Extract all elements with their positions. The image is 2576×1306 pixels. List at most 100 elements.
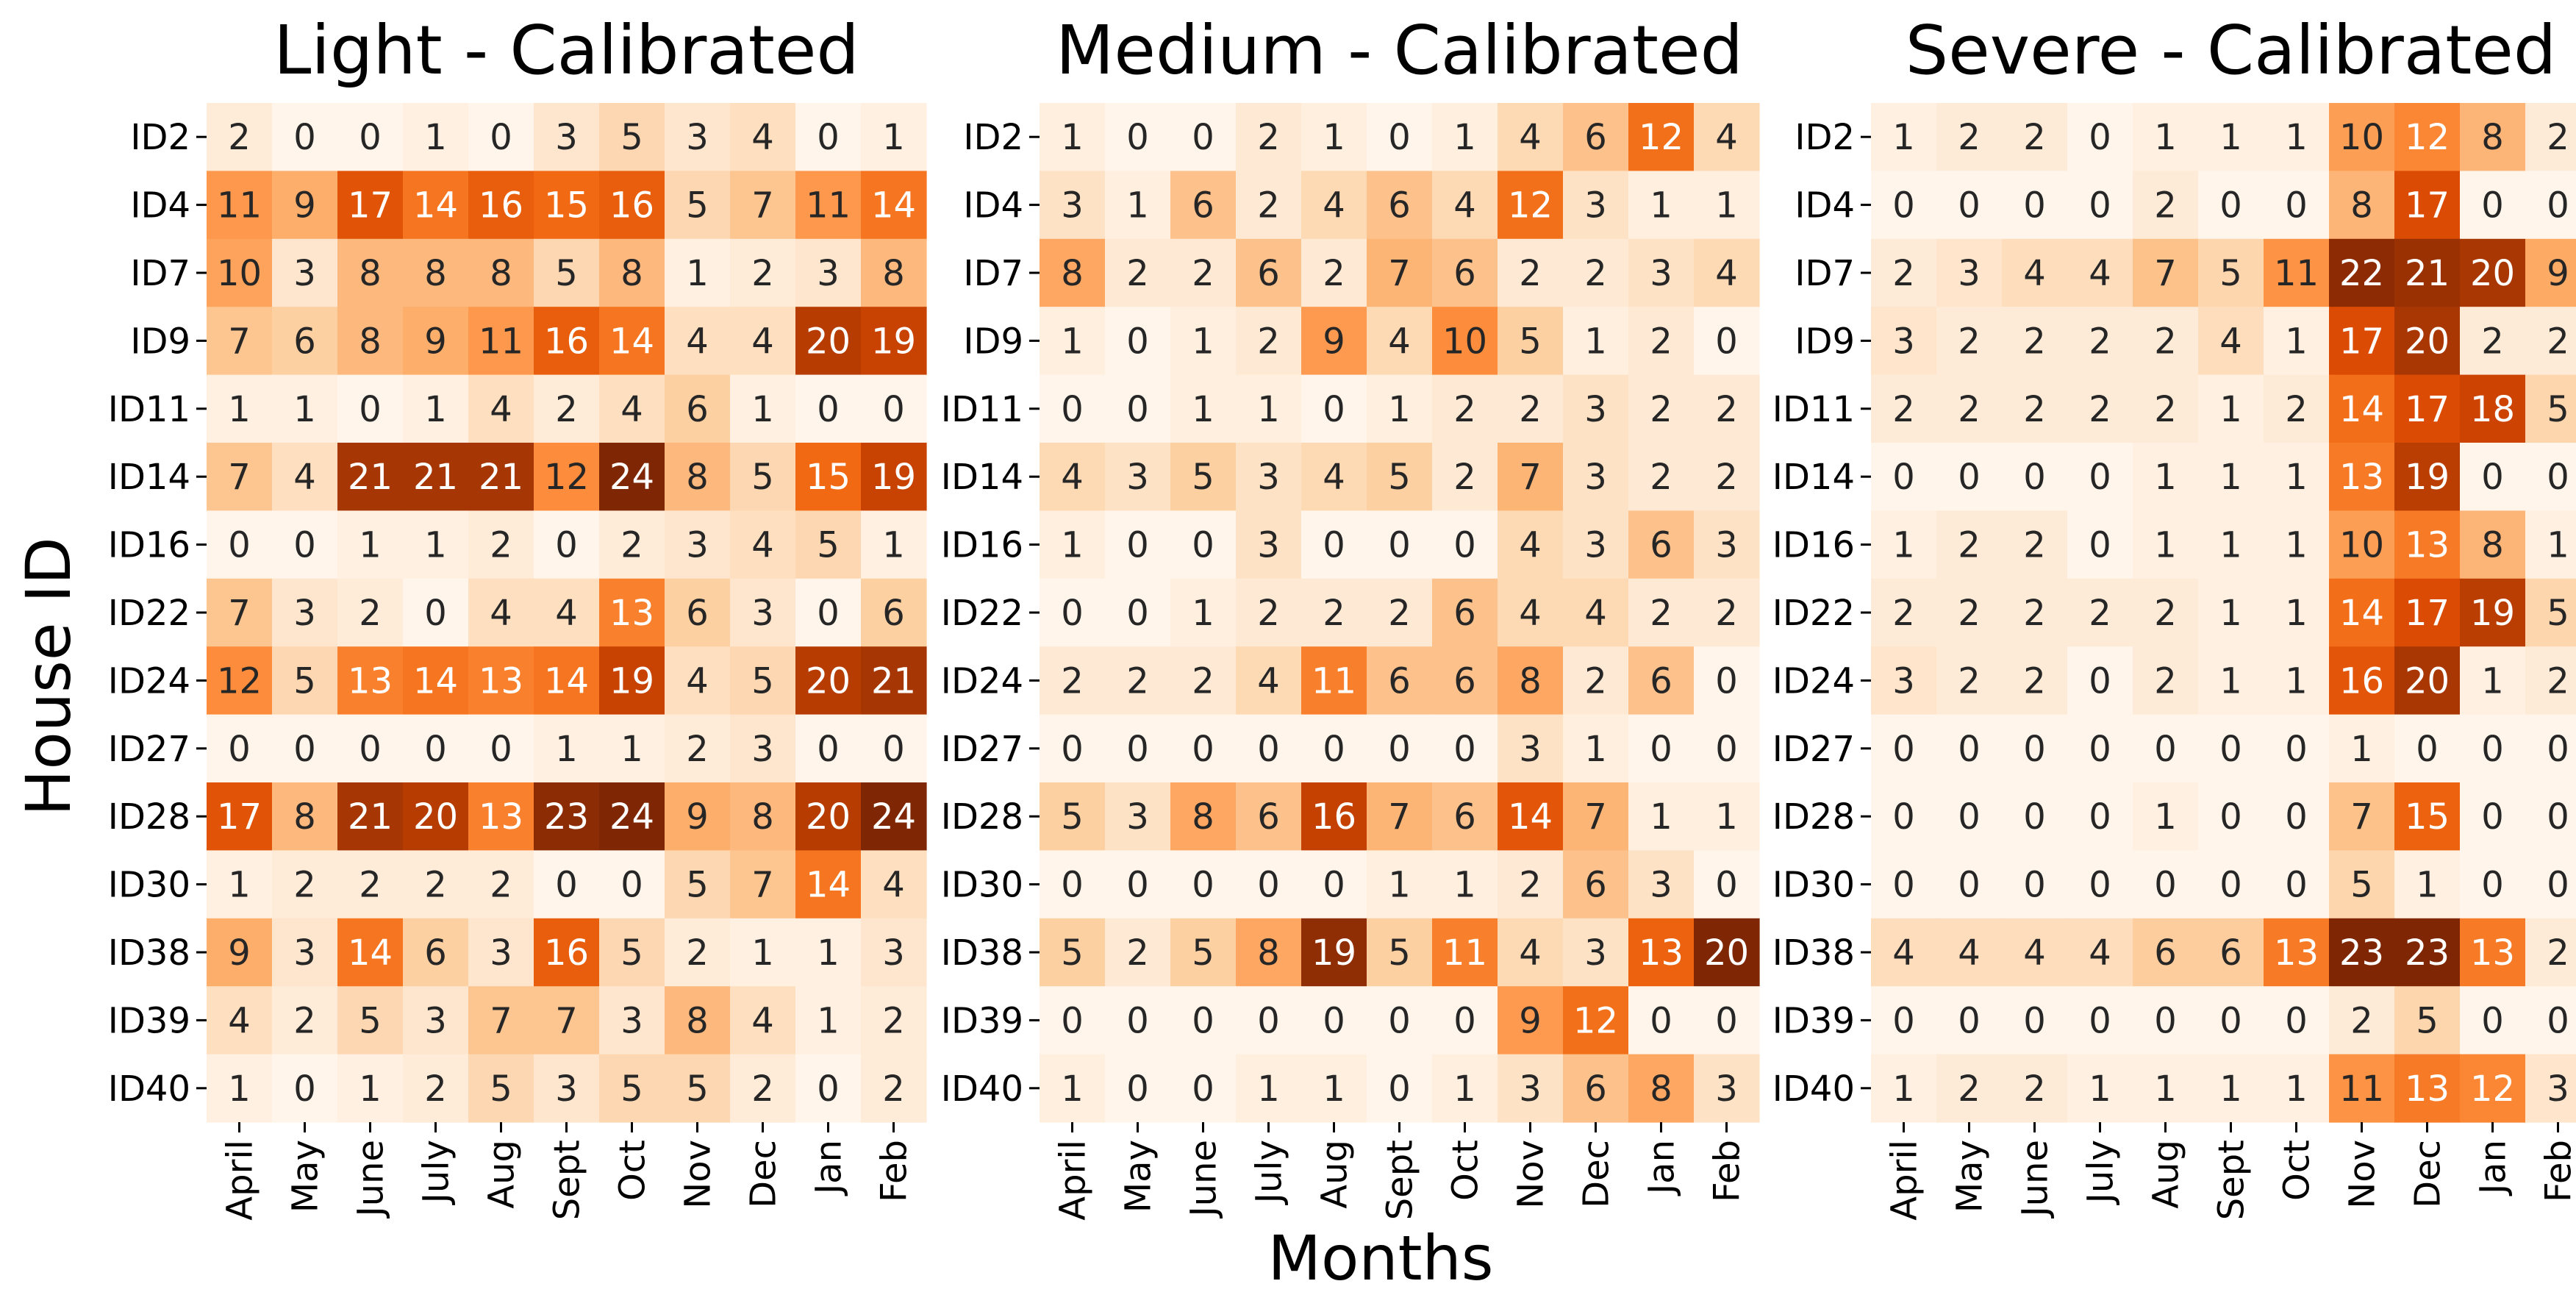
cell-value-label: 17 [217,796,262,838]
heatmap-cell [468,986,534,1055]
heatmap-cell [2525,103,2576,171]
x-tick-label: Dec [2408,1140,2449,1208]
cell-value-label: 14 [806,865,851,906]
cell-value-label: 0 [2154,1000,2177,1041]
cell-value-label: 0 [1958,796,1981,838]
cell-value-label: 5 [620,1068,643,1110]
cell-value-label: 3 [1584,457,1607,498]
cell-value-label: 6 [1650,525,1672,566]
heatmap-cell [403,578,469,647]
heatmap-cell [1367,578,1433,647]
heatmap-cell [403,171,469,240]
cell-value-label: 2 [1650,321,1672,362]
heatmap-cell [272,443,338,511]
heatmap-cell [861,986,927,1055]
heatmap-cell [272,782,338,851]
cell-value-label: 1 [2285,660,2308,702]
heatmap-cell [1040,782,1106,851]
cell-value-label: 2 [1519,865,1542,906]
heatmap-cell [1040,307,1106,376]
heatmap-cell [2329,307,2395,376]
y-tick-label: ID7 [130,253,190,294]
heatmap-cell [2198,850,2264,919]
cell-value-label: 3 [1715,525,1738,566]
y-tick-label: ID24 [941,660,1023,702]
cell-value-label: 2 [1958,660,1981,702]
heatmap-cell [2525,714,2576,783]
cell-value-label: 23 [2339,932,2384,974]
heatmap-cell [468,103,534,171]
heatmap-cell [1871,510,1937,579]
heatmap-cell [2329,986,2395,1055]
cell-value-label: 0 [1323,729,1345,770]
cell-value-label: 11 [2339,1068,2384,1110]
heatmap-cell [2133,850,2199,919]
heatmap-cell [2460,443,2526,511]
y-tick-label: ID4 [963,185,1023,226]
cell-value-label: 0 [1650,729,1672,770]
cell-value-label: 0 [228,525,251,566]
cell-value-label: 0 [620,865,643,906]
cell-value-label: 5 [686,865,709,906]
cell-value-label: 2 [1650,389,1672,430]
cell-value-label: 21 [348,457,393,498]
heatmap-cell [1236,918,1302,987]
cell-value-label: 0 [2089,865,2111,906]
cell-value-label: 6 [1453,660,1476,702]
heatmap-cell [1694,238,1760,307]
y-tick-label: ID27 [108,729,190,770]
cell-value-label: 1 [1323,1068,1345,1110]
cell-value-label: 4 [1584,593,1607,634]
heatmap-cell [1694,714,1760,783]
cell-value-label: 1 [1192,593,1214,634]
heatmap-cell [1432,918,1498,987]
cell-value-label: 8 [359,253,382,294]
cell-value-label: 17 [2405,593,2450,634]
heatmap-cell [1301,103,1367,171]
heatmap-cell [1040,103,1106,171]
cell-value-label: 16 [544,321,589,362]
cell-value-label: 20 [806,321,851,362]
heatmap-cell [1694,374,1760,443]
heatmap-cell [534,986,600,1055]
cell-value-label: 11 [1312,660,1356,702]
cell-value-label: 20 [2470,253,2515,294]
heatmap-cell [665,782,731,851]
cell-value-label: 13 [609,593,654,634]
heatmap-cell [665,171,731,240]
cell-value-label: 1 [882,117,905,158]
x-axis-label: Months [1267,1222,1493,1294]
heatmap-cell [2460,374,2526,443]
cell-value-label: 4 [1257,660,1280,702]
cell-value-label: 7 [1519,457,1542,498]
cell-value-label: 5 [2547,593,2569,634]
heatmap-cell [2198,1054,2264,1123]
cell-value-label: 5 [686,185,709,226]
cell-value-label: 1 [817,932,840,974]
cell-value-label: 4 [1892,932,1915,974]
cell-value-label: 1 [1584,729,1607,770]
y-tick-label: ID16 [108,525,190,566]
cell-value-label: 3 [1584,525,1607,566]
heatmap-cell [403,850,469,919]
cell-value-label: 0 [882,389,905,430]
heatmap-cell [599,443,665,511]
heatmap-cell [1170,374,1237,443]
cell-value-label: 0 [1257,729,1280,770]
heatmap-cell [2002,307,2068,376]
cell-value-label: 17 [348,185,393,226]
cell-value-label: 2 [1453,457,1476,498]
y-tick-label: ID11 [941,389,1023,430]
heatmap-cell [1694,307,1760,376]
cell-value-label: 8 [882,253,905,294]
heatmap-cell [403,510,469,579]
cell-value-label: 0 [1958,457,1981,498]
heatmap-cell [403,714,469,783]
cell-value-label: 8 [293,796,316,838]
heatmap-cell [2067,918,2133,987]
cell-value-label: 0 [1892,865,1915,906]
heatmap-cell [1301,714,1367,783]
cell-value-label: 20 [806,796,851,838]
heatmap-cell [1432,103,1498,171]
